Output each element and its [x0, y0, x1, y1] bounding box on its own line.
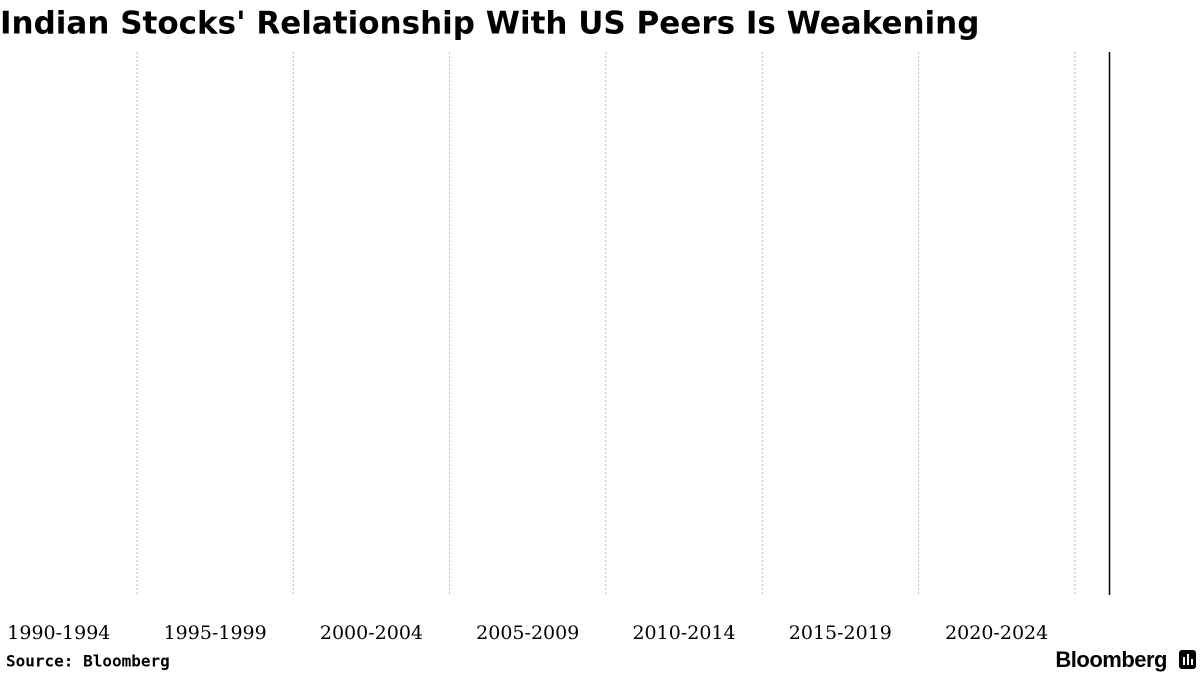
x-tick-label: 2000-2004 — [320, 622, 423, 644]
x-tick-label: 2005-2009 — [476, 622, 579, 644]
x-tick-label: 1990-1994 — [7, 622, 110, 644]
logo: Bloomberg — [1055, 647, 1167, 672]
x-tick-label: 2020-2024 — [945, 622, 1048, 644]
source: Source: Bloomberg — [6, 652, 170, 671]
x-tick-label: 2015-2019 — [789, 622, 892, 644]
logo-icon — [1179, 650, 1196, 669]
chart-title: Indian Stocks' Relationship With US Peer… — [0, 6, 979, 42]
x-tick-label: 1995-1999 — [164, 622, 267, 644]
x-tick-label: 2010-2014 — [632, 622, 735, 644]
